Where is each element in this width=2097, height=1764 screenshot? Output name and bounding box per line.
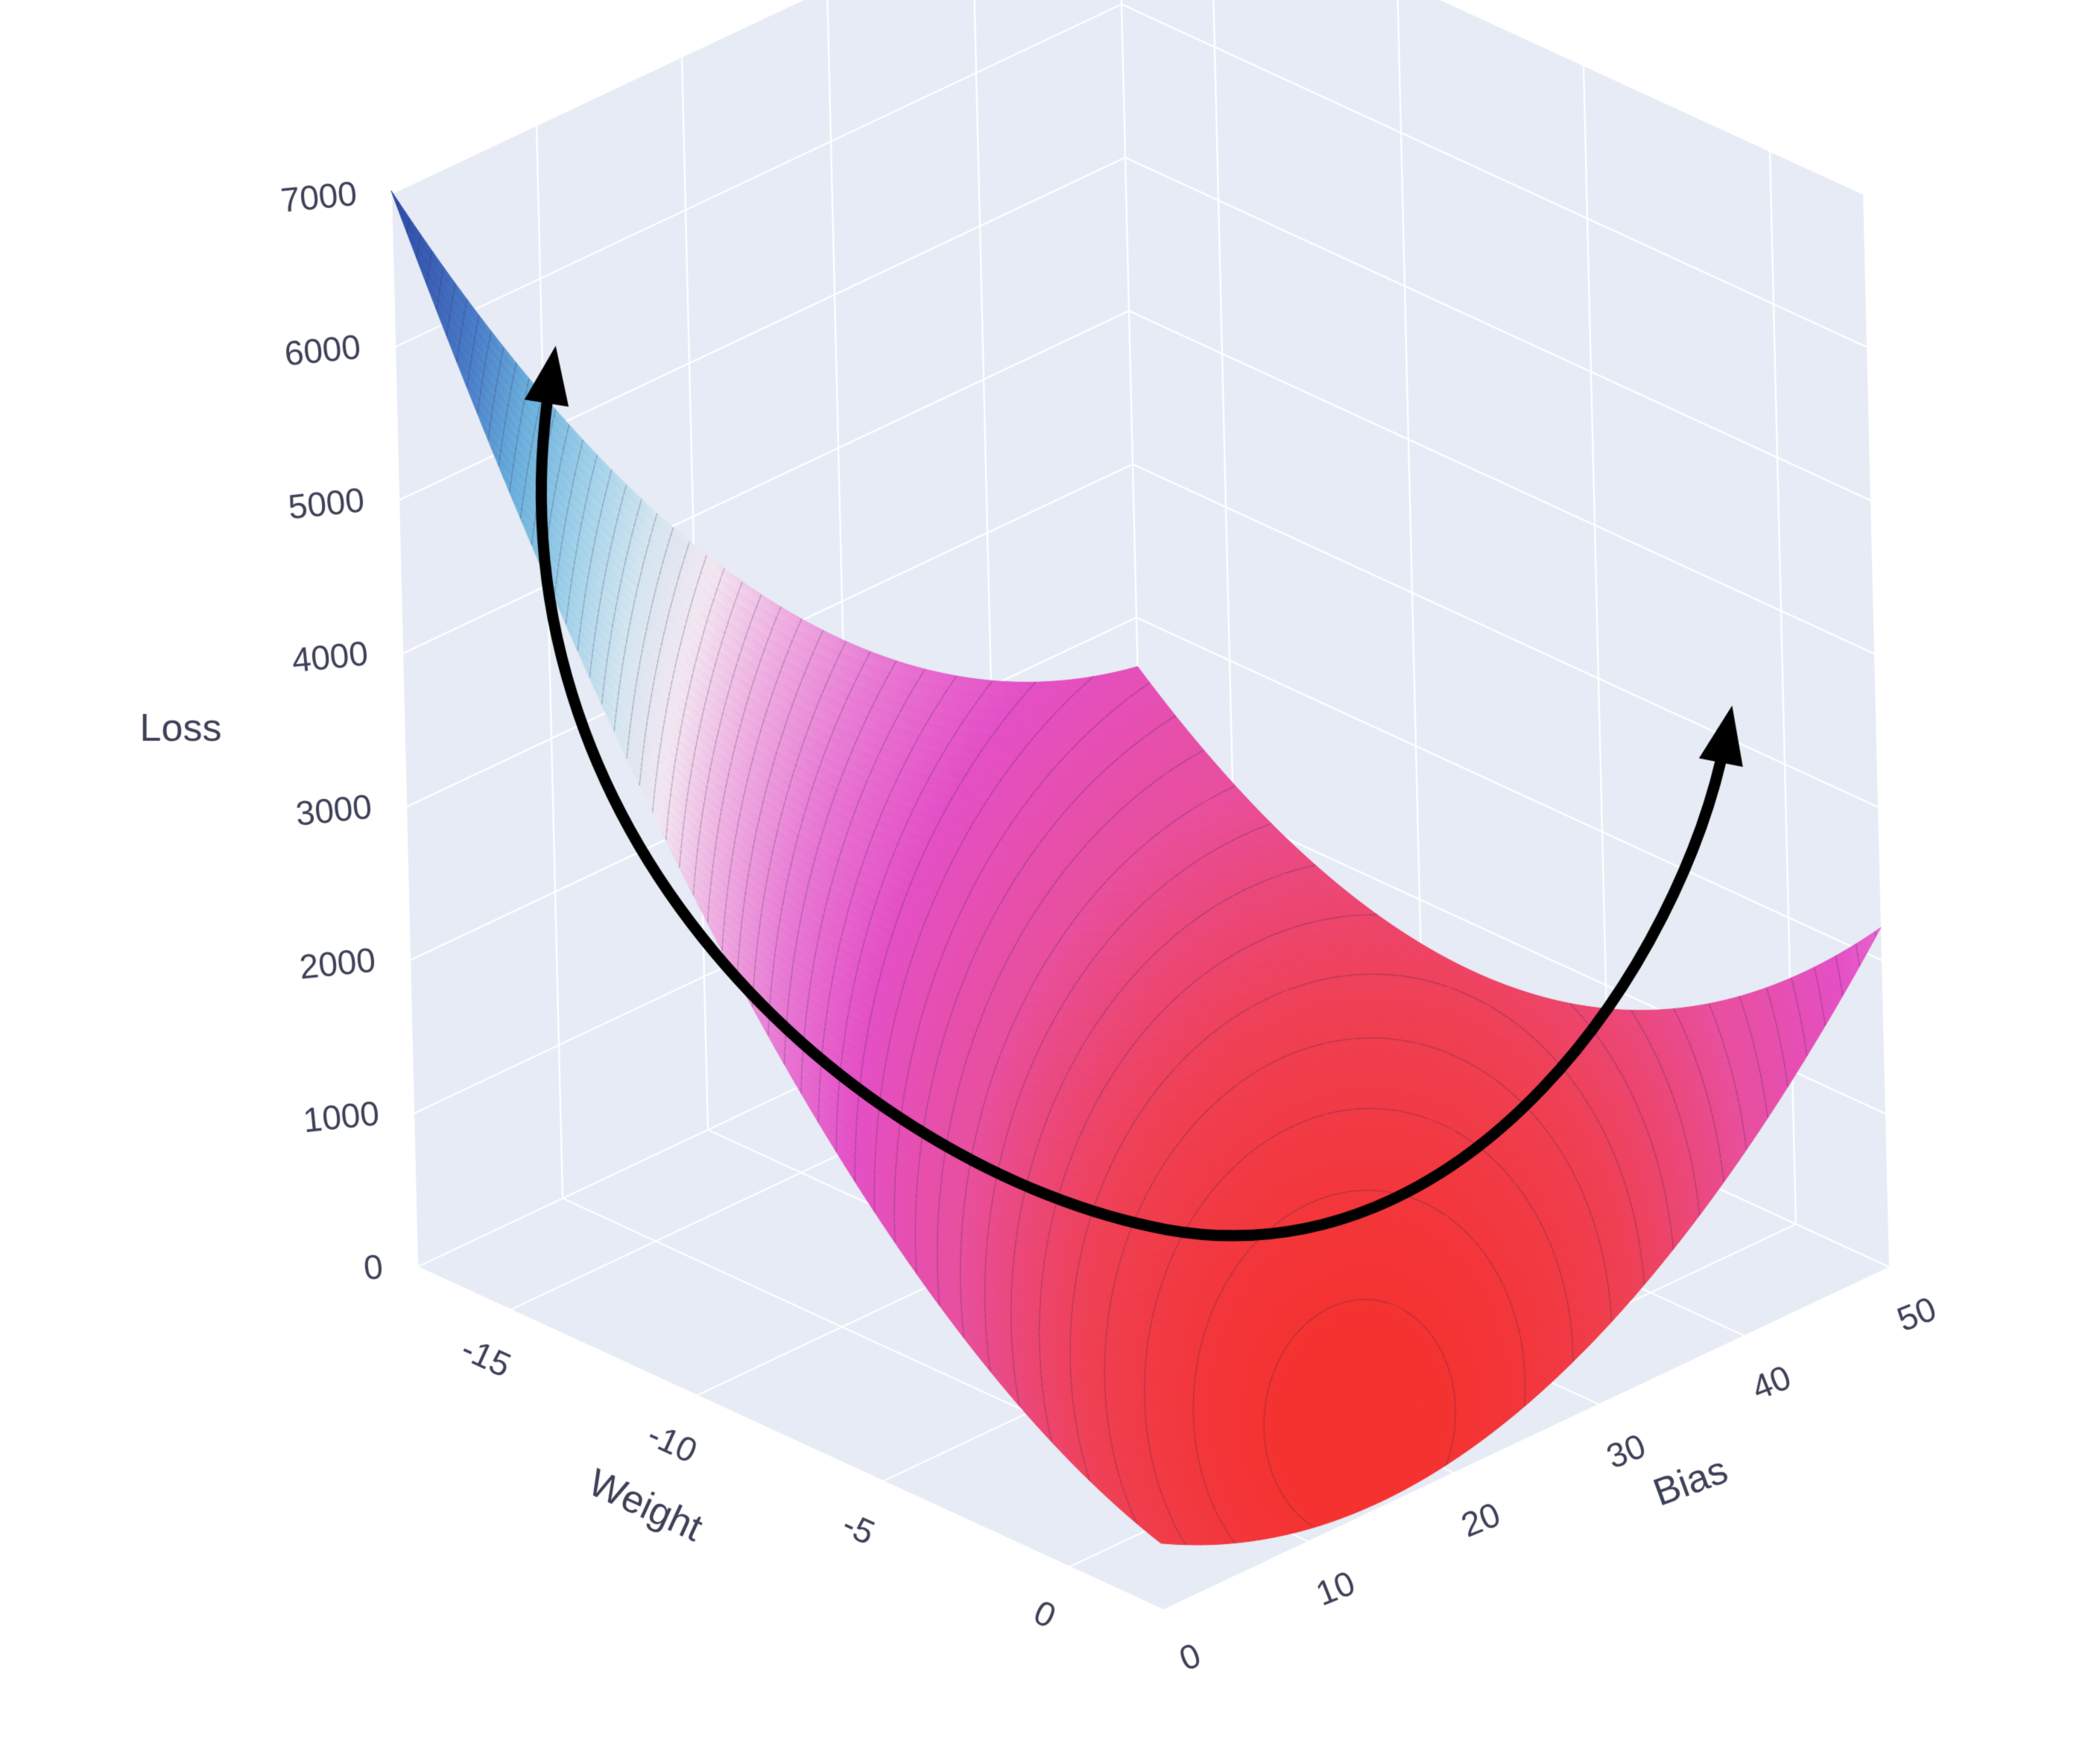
- loss-landscape-figure: [0, 0, 2097, 1764]
- surface-plot-canvas[interactable]: [0, 0, 2097, 1764]
